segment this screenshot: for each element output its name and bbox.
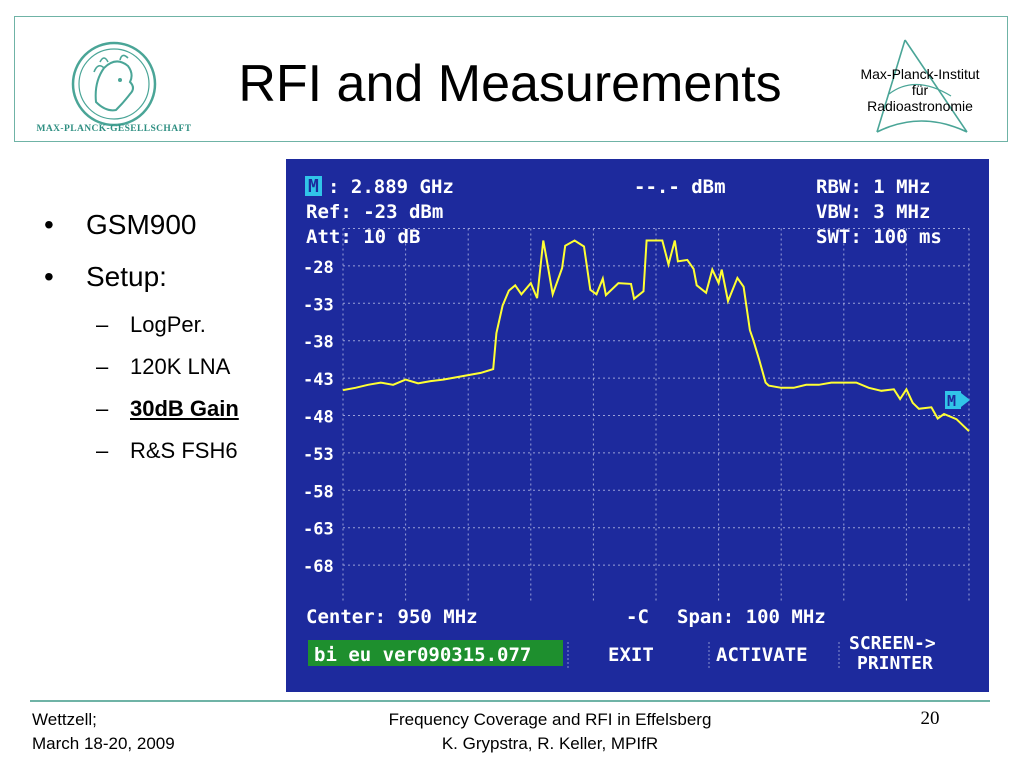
y-tick-label: -48 bbox=[303, 408, 334, 428]
footer-date: March 18-20, 2009 bbox=[32, 734, 175, 753]
sub-bullet-text: R&S FSH6 bbox=[130, 438, 238, 463]
minerva-logo-icon bbox=[71, 41, 157, 127]
softkey-screen-to-printer-line1[interactable]: SCREEN-> bbox=[849, 633, 936, 654]
vbw-setting: VBW: 3 MHz bbox=[816, 201, 930, 223]
marker-badge-icon bbox=[305, 176, 322, 196]
span-symbol-icon: -C bbox=[626, 606, 649, 628]
filename-box bbox=[308, 640, 563, 666]
mpg-logo-text: MAX-PLANCK-GESELLSCHAFT bbox=[36, 124, 192, 134]
softkey-activate[interactable]: ACTIVATE bbox=[716, 644, 808, 666]
mpifr-line-2: für bbox=[911, 82, 929, 98]
sub-bullet-text-emphasis: 30dB Gain bbox=[130, 396, 239, 421]
radio-telescope-logo-icon bbox=[876, 39, 968, 133]
spectrum-svg: -28 -33 -38 -43 -48 -53 -58 -63 -68 M : 2.889 GH… bbox=[303, 176, 970, 674]
y-tick-label: -58 bbox=[303, 482, 334, 502]
marker-badge-label: M bbox=[308, 176, 319, 197]
marker-pointer-icon bbox=[945, 391, 961, 409]
header-frame bbox=[14, 16, 1008, 142]
marker-pointer-label: M bbox=[947, 392, 956, 410]
grid bbox=[342, 228, 970, 603]
bullet-item: • GSM900 bbox=[44, 206, 284, 258]
bullet-text: Setup: bbox=[86, 261, 167, 292]
footer-location: Wettzell; bbox=[32, 710, 97, 729]
footer-left: Wettzell; March 18-20, 2009 bbox=[32, 708, 175, 756]
y-tick-label: -28 bbox=[303, 258, 334, 278]
sub-bullet-item: – LogPer. bbox=[44, 310, 284, 352]
sub-bullet-dash: – bbox=[96, 312, 109, 337]
spectrum-trace bbox=[342, 239, 970, 432]
span-setting: Span: 100 MHz bbox=[677, 606, 826, 628]
sub-bullet-item: –30dB Gain bbox=[44, 394, 284, 436]
mpifr-line-1: Max-Planck-Institut bbox=[860, 66, 980, 82]
bullet-list: • GSM900 • Setup: – LogPer. –120K LNA –30dB… bbox=[44, 206, 284, 478]
marker-level: --.- dBm bbox=[634, 176, 726, 198]
sub-bullet-text: 120K LNA bbox=[130, 354, 231, 379]
sweep-time: SWT: 100 ms bbox=[816, 226, 942, 248]
filename-label: bi eu ver090315.077 bbox=[314, 644, 531, 666]
sub-bullet-text: LogPer. bbox=[130, 312, 206, 337]
softkey-screen-to-printer-line2[interactable]: PRINTER bbox=[857, 653, 933, 674]
footer-divider bbox=[30, 700, 990, 702]
sub-bullet-item: –120K LNA bbox=[44, 352, 284, 394]
bullet-item: • Setup: bbox=[44, 258, 284, 310]
marker-frequency: : 2.889 GHz bbox=[328, 176, 454, 198]
y-tick-label: -53 bbox=[303, 445, 334, 465]
bullet-dot: • bbox=[44, 261, 54, 292]
page-number: 20 bbox=[920, 708, 940, 729]
footer-talk-title: Frequency Coverage and RFI in Effelsberg bbox=[388, 710, 712, 729]
rbw-setting: RBW: 1 MHz bbox=[816, 176, 930, 198]
attenuation: Att: 10 dB bbox=[306, 226, 420, 248]
sub-bullet-dash: – bbox=[96, 438, 109, 463]
mpifr-logo-text: Max-Planck-Institut für Radioastronomie bbox=[845, 66, 995, 114]
center-frequency: Center: 950 MHz bbox=[306, 606, 478, 628]
slide-title: RFI and Measurements bbox=[238, 55, 782, 113]
footer-center: Frequency Coverage and RFI in Effelsberg… bbox=[300, 708, 800, 756]
y-tick-label: -43 bbox=[303, 370, 334, 390]
reference-level: Ref: -23 dBm bbox=[306, 201, 443, 223]
softkey-exit[interactable]: EXIT bbox=[608, 644, 654, 666]
marker-pointer-arrow-icon bbox=[961, 393, 970, 407]
y-tick-label: -33 bbox=[303, 295, 334, 315]
sub-bullet-item: – R&S FSH6 bbox=[44, 436, 284, 478]
y-tick-label: -38 bbox=[303, 333, 334, 353]
y-tick-label: -63 bbox=[303, 520, 334, 540]
mpifr-line-3: Radioastronomie bbox=[867, 98, 973, 114]
bullet-text: GSM900 bbox=[86, 209, 197, 240]
sub-bullet-dash: – bbox=[96, 354, 109, 379]
y-tick-label: -68 bbox=[303, 557, 334, 577]
spectrum-analyzer-screen: -28 -33 -38 -43 -48 -53 -58 -63 -68 M : 2.889 GH… bbox=[286, 159, 989, 692]
footer-authors: K. Grypstra, R. Keller, MPIfR bbox=[441, 734, 659, 753]
y-tick-labels: -28 -33 -38 -43 -48 -53 -58 -63 -68 bbox=[303, 258, 334, 577]
bullet-dot: • bbox=[44, 209, 54, 240]
sub-bullet-dash: – bbox=[96, 396, 109, 421]
